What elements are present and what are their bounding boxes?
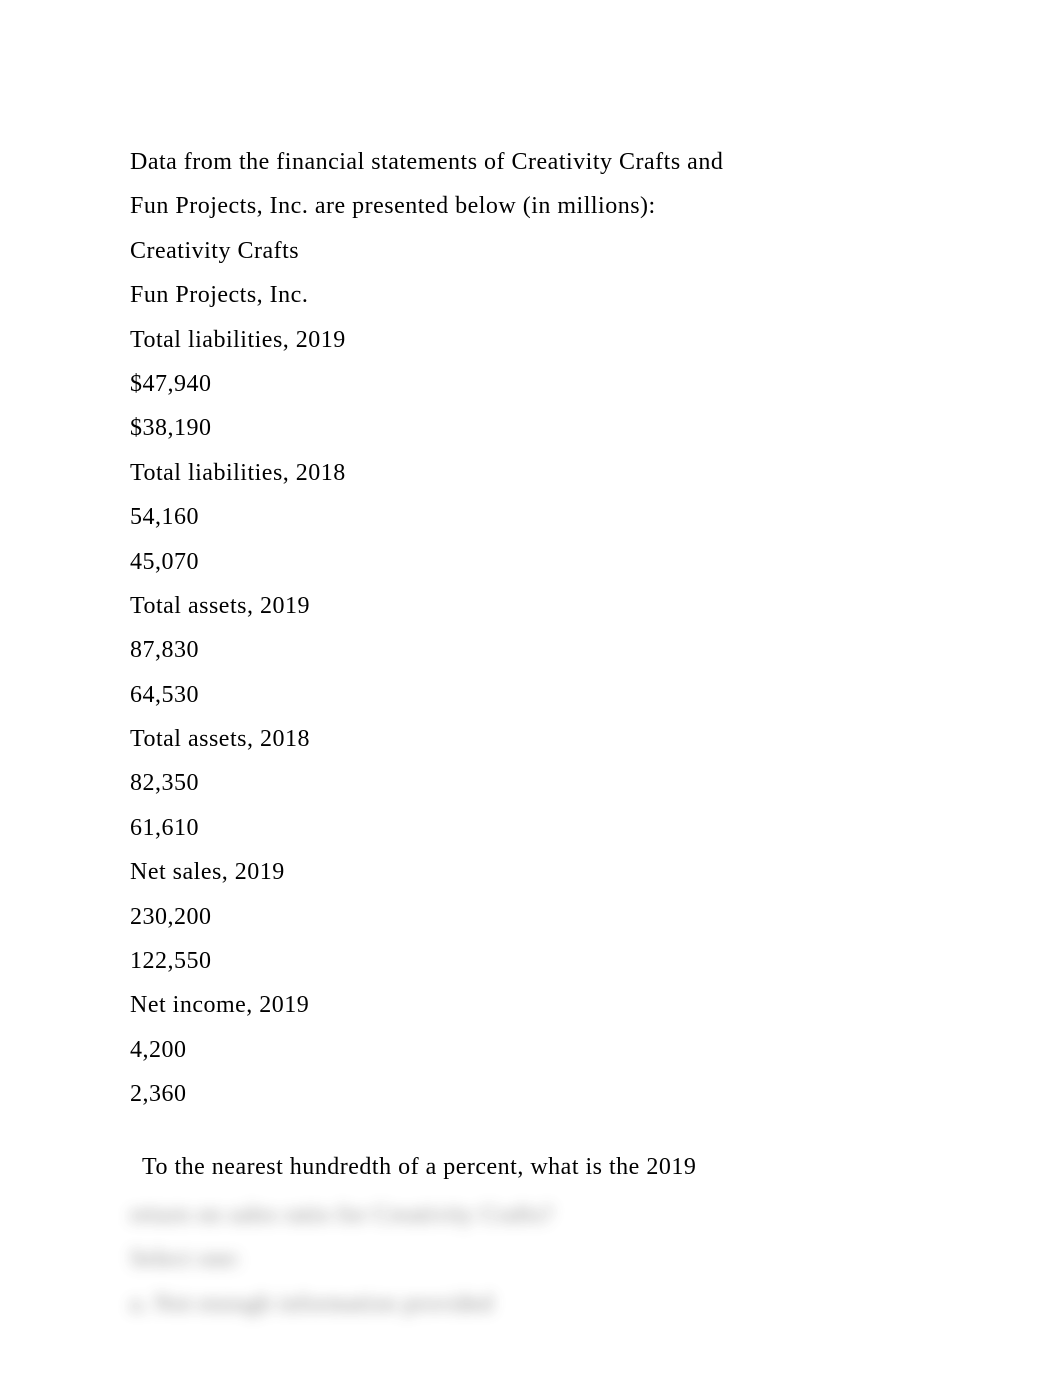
spacer	[130, 1117, 932, 1145]
question-visible-line: To the nearest hundredth of a percent, w…	[130, 1145, 932, 1189]
data-line: Creativity Crafts	[130, 229, 932, 273]
data-line: 122,550	[130, 939, 932, 983]
data-line: 54,160	[130, 495, 932, 539]
data-line: Net income, 2019	[130, 983, 932, 1027]
blurred-line: a. Not enough information provided	[130, 1282, 932, 1326]
blurred-content: return on sales ratio for Creativity Cra…	[130, 1193, 932, 1326]
intro-line-1: Data from the financial statements of Cr…	[130, 140, 932, 184]
data-line: 61,610	[130, 806, 932, 850]
data-line: 87,830	[130, 628, 932, 672]
blurred-line: return on sales ratio for Creativity Cra…	[130, 1193, 932, 1237]
blurred-line: Select one:	[130, 1237, 932, 1281]
data-line: 2,360	[130, 1072, 932, 1116]
data-line: 4,200	[130, 1028, 932, 1072]
data-line: Net sales, 2019	[130, 850, 932, 894]
data-line: $47,940	[130, 362, 932, 406]
data-line: $38,190	[130, 406, 932, 450]
data-line: 45,070	[130, 540, 932, 584]
data-line: 230,200	[130, 895, 932, 939]
data-line: Total assets, 2019	[130, 584, 932, 628]
data-line: Fun Projects, Inc.	[130, 273, 932, 317]
intro-line-2: Fun Projects, Inc. are presented below (…	[130, 184, 932, 228]
data-line: Total liabilities, 2018	[130, 451, 932, 495]
data-line: 82,350	[130, 761, 932, 805]
data-line: Total assets, 2018	[130, 717, 932, 761]
data-line: 64,530	[130, 673, 932, 717]
document-page: Data from the financial statements of Cr…	[0, 0, 1062, 1377]
data-line: Total liabilities, 2019	[130, 318, 932, 362]
